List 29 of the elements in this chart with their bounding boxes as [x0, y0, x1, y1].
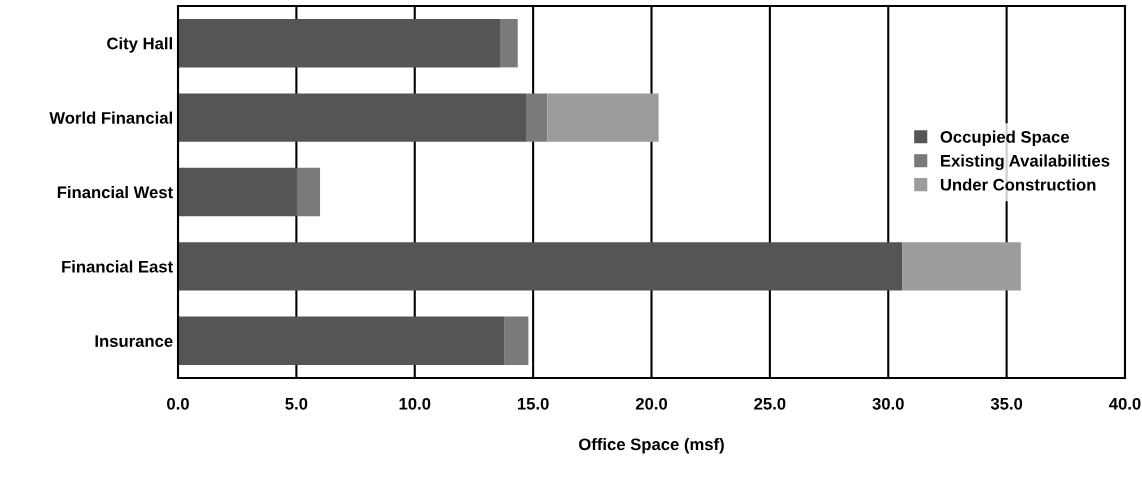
x-tick-label: 20.0 — [635, 397, 668, 410]
bar — [178, 93, 527, 142]
bar — [178, 19, 500, 68]
bar — [547, 93, 659, 142]
legend-label: Occupied Space — [940, 130, 1070, 147]
x-tick-label: 25.0 — [754, 397, 786, 410]
bar — [178, 316, 505, 365]
x-tick-label: 40.0 — [1109, 397, 1141, 410]
x-tick-label: 10.0 — [399, 397, 431, 410]
y-tick-label: Financial East — [62, 260, 173, 273]
x-tick-label: 0.0 — [167, 397, 189, 410]
x-tick-label: 35.0 — [990, 397, 1023, 410]
bar — [178, 242, 903, 291]
x-tick-label: 5.0 — [285, 397, 308, 410]
x-tick-label: 30.0 — [872, 397, 904, 410]
y-tick-label: Insurance — [95, 335, 173, 347]
bar — [902, 242, 1021, 291]
bar — [504, 316, 529, 365]
legend-label: Under Construction — [940, 178, 1096, 191]
bar — [296, 167, 321, 217]
bar — [178, 167, 297, 217]
legend-label: Existing Availabilities — [941, 154, 1110, 171]
bar — [526, 93, 548, 142]
x-tick-label: 15.0 — [517, 397, 549, 410]
y-tick-label: City Hall — [107, 37, 172, 53]
y-tick-label: Financial West — [57, 185, 173, 199]
bar — [499, 19, 518, 68]
y-tick-label: World Financial — [49, 111, 172, 124]
x-axis-title: Office Space (msf) — [579, 437, 724, 454]
